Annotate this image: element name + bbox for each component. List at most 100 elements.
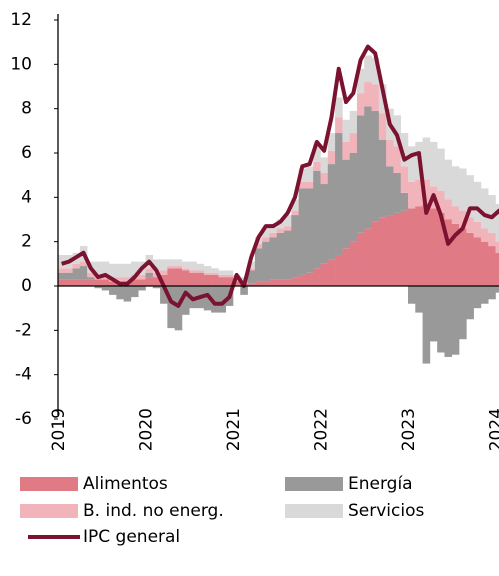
bar-segment	[342, 248, 350, 286]
bar-segment	[116, 277, 124, 282]
y-tick-label: 6	[21, 143, 32, 163]
bar-segment	[400, 133, 409, 167]
bar-segment	[429, 141, 438, 187]
bar-segment	[130, 286, 139, 298]
bar-segment	[247, 270, 256, 284]
bar-segment	[313, 144, 321, 162]
bar-segment	[58, 268, 66, 273]
bar-segment	[203, 266, 212, 273]
bar-segment	[181, 270, 190, 286]
bar-segment	[408, 181, 416, 209]
bar-segment	[451, 286, 460, 355]
bar-segment	[225, 274, 234, 278]
bar-segment	[335, 97, 343, 118]
bar-segment	[72, 263, 81, 269]
bar-segment	[451, 166, 460, 207]
bar-segment	[378, 139, 387, 218]
bar-segment	[94, 279, 103, 286]
bar-segment	[87, 272, 95, 278]
bar-segment	[459, 168, 467, 211]
bar-segment	[298, 188, 307, 275]
bar-segment	[356, 68, 365, 94]
bar-segment	[152, 259, 161, 273]
bar-segment	[211, 274, 219, 286]
bar-segment	[218, 286, 227, 313]
bar-segment	[218, 277, 227, 286]
bar-segment	[101, 279, 110, 286]
legend-swatch	[285, 477, 343, 491]
bar-segment	[101, 286, 110, 291]
bar-segment	[473, 286, 482, 309]
legend-label: Energía	[348, 474, 413, 494]
bar-segment	[233, 281, 241, 286]
bar-segment	[284, 226, 292, 231]
bar-segment	[444, 219, 453, 286]
bar-segment	[400, 192, 409, 211]
bar-segment	[335, 133, 343, 255]
bar-segment	[189, 261, 197, 271]
bar-segment	[437, 286, 445, 353]
bar-segment	[58, 279, 66, 286]
bar-segment	[254, 248, 263, 282]
bar-segment	[160, 259, 168, 271]
bar-segment	[356, 232, 365, 286]
bar-segment	[349, 241, 358, 286]
bar-segment	[254, 281, 263, 286]
bar-segment	[196, 272, 205, 286]
bar-segment	[298, 274, 307, 286]
bar-segment	[196, 263, 205, 271]
bar-segment	[262, 228, 270, 238]
bar-segment	[123, 286, 132, 302]
bar-segment	[422, 179, 431, 204]
bar-segment	[174, 266, 183, 269]
bar-segment	[327, 259, 336, 286]
line-series	[61, 44, 499, 308]
legend-label: Servicios	[348, 501, 424, 521]
y-tick-label: -6	[15, 409, 32, 429]
bar-segment	[459, 286, 467, 340]
y-tick-label: -2	[15, 320, 32, 340]
bar-segment	[342, 159, 350, 249]
bar-segment	[79, 279, 88, 286]
legend-swatch	[20, 477, 78, 491]
bar-segment	[174, 268, 183, 286]
bar-segment	[109, 263, 117, 278]
bar-segment	[160, 286, 168, 304]
bar-segment	[415, 286, 423, 313]
bar-segment	[189, 272, 197, 286]
bar-segment	[349, 133, 358, 153]
legend-label: Alimentos	[83, 474, 168, 494]
bar-segment	[262, 281, 270, 286]
bar-segment	[87, 279, 95, 286]
bar-segment	[327, 150, 336, 165]
bar-segment	[65, 279, 73, 286]
x-tick-label: 2020	[137, 408, 157, 451]
x-tick-label: 2019	[49, 408, 69, 451]
bar-segment	[276, 228, 285, 233]
bar-segment	[58, 254, 66, 269]
y-tick-label: 10	[10, 54, 32, 74]
bar-segment	[422, 286, 431, 364]
bar-segment	[145, 277, 154, 286]
bar-segment	[480, 241, 489, 286]
bar-segment	[174, 286, 183, 331]
bar-segment	[269, 279, 278, 286]
bar-segment	[298, 181, 307, 189]
bar-segment	[466, 286, 474, 320]
bar-segment	[109, 281, 117, 286]
bar-segment	[101, 261, 110, 275]
bar-segment	[415, 206, 423, 286]
bar-segment	[349, 110, 358, 134]
bar-segment	[495, 203, 499, 242]
bar-segment	[181, 286, 190, 315]
bar-segment	[58, 272, 66, 280]
bar-segment	[79, 266, 88, 280]
bar-segment	[437, 190, 445, 213]
bar-segment	[364, 82, 372, 107]
bar-segment	[160, 274, 168, 286]
bar-segment	[181, 268, 190, 271]
bar-segment	[247, 283, 256, 286]
bar-segment	[72, 268, 81, 280]
bar-segment	[437, 212, 445, 286]
bar-segment	[320, 184, 329, 264]
